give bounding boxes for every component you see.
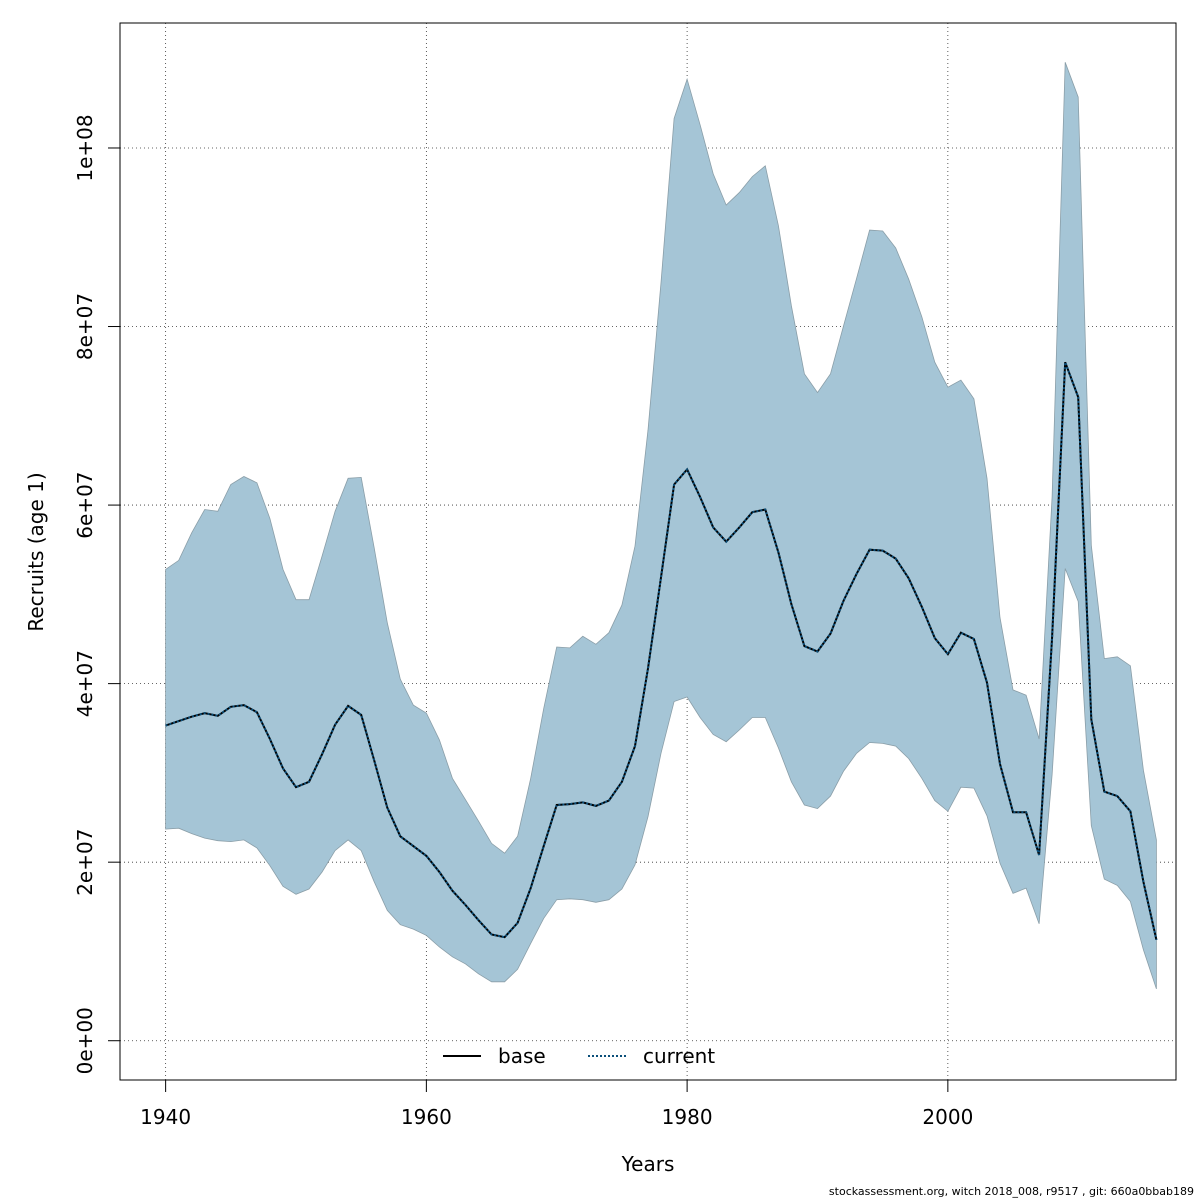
- x-tick-label-1940: 1940: [140, 1105, 191, 1129]
- y-axis: 0e+00 2e+07 4e+07 6e+07 8e+07 1e+08: [73, 114, 120, 1074]
- x-tick-label-1960: 1960: [401, 1105, 452, 1129]
- x-tick-label-2000: 2000: [922, 1105, 973, 1129]
- y-tick-label-8e+07: 8e+07: [73, 293, 97, 360]
- y-tick-label-0e+00: 0e+00: [73, 1007, 97, 1074]
- legend: base current: [443, 1044, 715, 1068]
- y-tick-label-2e+07: 2e+07: [73, 829, 97, 896]
- x-axis: 1940 1960 1980 2000: [140, 1080, 973, 1129]
- y-tick-label-1e+08: 1e+08: [73, 114, 97, 181]
- x-tick-label-1980: 1980: [662, 1105, 713, 1129]
- y-tick-label-4e+07: 4e+07: [73, 650, 97, 717]
- series-line-current: [165, 361, 1158, 941]
- y-axis-title: Recruits (age 1): [24, 472, 48, 631]
- legend-label-current: current: [643, 1044, 715, 1068]
- x-axis-title: Years: [621, 1152, 675, 1176]
- plot-frame: [119, 22, 1177, 1081]
- footer-credit: stockassessment.org, witch 2018_008, r95…: [828, 1185, 1194, 1198]
- confidence-band: [165, 62, 1157, 990]
- legend-label-base: base: [498, 1044, 546, 1068]
- y-tick-label-6e+07: 6e+07: [73, 471, 97, 538]
